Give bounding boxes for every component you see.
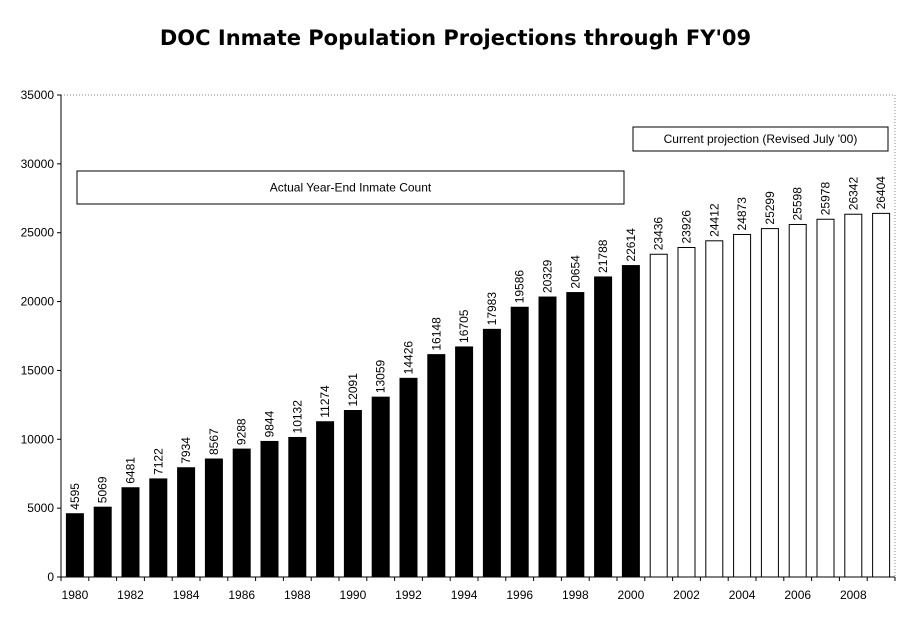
bar-1981 (93, 506, 112, 578)
chart-title: DOC Inmate Population Projections throug… (159, 26, 752, 50)
data-label-1990: 12091 (346, 373, 360, 407)
x-tick-label: 1986 (228, 588, 255, 602)
bar-1990 (343, 409, 362, 578)
x-tick-label: 1988 (284, 588, 311, 602)
bar-2001 (649, 253, 668, 578)
annotation-projection-text: Current projection (Revised July '00) (664, 132, 858, 146)
x-tick-label: 1996 (506, 588, 533, 602)
bar-1980 (65, 513, 84, 578)
x-tick-label: 1998 (562, 588, 589, 602)
data-label-1987: 9844 (263, 410, 277, 437)
y-tick-label: 10000 (21, 432, 55, 446)
bar-2005 (760, 228, 779, 578)
data-label-1995: 17983 (485, 292, 499, 326)
bar-1986 (232, 448, 251, 578)
x-tick-label: 1994 (451, 588, 478, 602)
bar-1989 (316, 421, 335, 578)
data-label-2007: 25978 (819, 182, 833, 216)
bar-2007 (816, 218, 835, 578)
bar-1993 (427, 354, 446, 578)
data-label-1992: 14426 (402, 341, 416, 375)
annotation-actual-text: Actual Year-End Inmate Count (270, 181, 432, 195)
y-tick-label: 25000 (21, 226, 55, 240)
data-label-2003: 24412 (707, 203, 721, 237)
data-label-2004: 24873 (735, 197, 749, 231)
data-label-1983: 7122 (151, 448, 165, 475)
x-tick-label: 1980 (62, 588, 89, 602)
bar-2006 (788, 223, 807, 578)
data-label-2001: 23436 (652, 217, 666, 251)
data-label-1980: 4595 (68, 483, 82, 510)
data-label-2006: 25598 (791, 187, 805, 221)
data-label-2002: 23926 (680, 210, 694, 244)
y-tick-label: 20000 (21, 295, 55, 309)
data-label-1988: 10132 (290, 400, 304, 434)
data-label-2009: 26404 (874, 176, 888, 210)
y-tick-label: 5000 (27, 501, 54, 515)
bar-1983 (149, 478, 168, 578)
y-tick-label: 30000 (21, 157, 55, 171)
bar-1997 (538, 296, 557, 578)
bar-1985 (204, 458, 223, 578)
x-tick-label: 2000 (618, 588, 645, 602)
data-label-1989: 11274 (318, 385, 332, 418)
data-label-1981: 5069 (96, 476, 110, 503)
bar-1998 (566, 292, 585, 578)
data-label-1985: 8567 (207, 428, 221, 455)
data-label-2008: 26342 (846, 177, 860, 211)
data-label-1999: 21788 (596, 239, 610, 273)
bar-2000 (621, 265, 640, 578)
bar-1987 (260, 440, 279, 578)
data-label-1982: 6481 (124, 457, 138, 484)
x-tick-label: 2006 (784, 588, 811, 602)
bar-2004 (733, 233, 752, 578)
bar-1984 (177, 467, 196, 578)
y-tick-label: 0 (47, 570, 54, 584)
y-tick-label: 15000 (21, 363, 55, 377)
x-tick-label: 1984 (173, 588, 200, 602)
data-label-1994: 16705 (457, 309, 471, 343)
x-tick-label: 1982 (117, 588, 144, 602)
x-tick-label: 2002 (673, 588, 700, 602)
data-label-1998: 20654 (568, 255, 582, 289)
data-label-1991: 13059 (374, 359, 388, 393)
bar-2002 (677, 247, 696, 578)
bar-2008 (844, 213, 863, 578)
data-label-1986: 9288 (235, 418, 249, 445)
bar-2009 (872, 212, 891, 578)
bar-1991 (371, 396, 390, 578)
bar-1982 (121, 487, 140, 578)
x-tick-label: 1992 (395, 588, 422, 602)
data-label-2000: 22614 (624, 228, 638, 262)
annotation-actual-box (76, 170, 625, 205)
data-label-1997: 20329 (541, 259, 555, 293)
bar-1995 (482, 328, 501, 578)
bar-1996 (510, 306, 529, 578)
bar-1992 (399, 377, 418, 578)
bar-1999 (594, 276, 613, 578)
x-tick-label: 1990 (340, 588, 367, 602)
data-label-1993: 16148 (429, 317, 443, 351)
bar-1994 (455, 346, 474, 578)
data-label-1996: 19586 (513, 270, 527, 304)
annotation-projection-box (632, 126, 889, 152)
x-tick-label: 2004 (729, 588, 756, 602)
bar-2003 (705, 240, 724, 578)
bar-1988 (288, 436, 307, 578)
data-label-1984: 7934 (179, 437, 193, 464)
data-label-2005: 25299 (763, 191, 777, 225)
x-tick-label: 2008 (840, 588, 867, 602)
y-tick-label: 35000 (21, 88, 55, 102)
